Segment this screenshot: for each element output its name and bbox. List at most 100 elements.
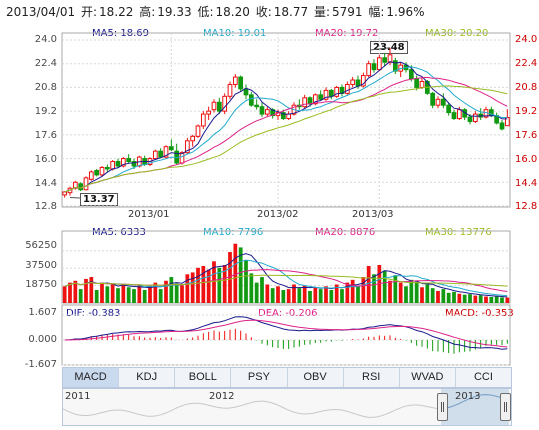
candle-body [355,79,361,87]
legend-value: -0.353 [481,308,514,319]
candlestick [478,108,484,121]
low-value: 18.20 [215,5,250,19]
candle-body [115,161,121,167]
candle-body [328,89,334,97]
candlestick [296,99,302,110]
volume-ma10-line [64,259,508,297]
navigator-left-handle[interactable] [437,393,448,421]
navigator-sparkline [63,394,511,418]
tab-wvad[interactable]: WVAD [400,368,456,387]
price-tick-left: 20.8 [34,82,57,93]
candlestick [184,137,190,155]
candle-body [499,122,505,130]
price-tick-left: 12.8 [34,201,57,212]
price-tick-left: 22.4 [34,58,57,69]
price-tick-right: 24.0 [515,34,538,45]
volume-bar [366,265,371,303]
candlestick [120,157,126,168]
price-tick-right: 14.4 [515,178,538,189]
tab-cci[interactable]: CCI [473,371,493,383]
candle-body [168,146,174,151]
candle-body [78,183,84,191]
quote-date: 2013/04/01 [6,5,76,19]
tab-kdj[interactable]: KDJ [119,368,176,387]
legend-name: MA10 [203,227,232,238]
volume-bar [217,267,222,303]
volume-bar [356,286,360,303]
candle-body [360,75,366,87]
volume-bar [420,287,424,303]
candle-body [392,60,398,72]
tab-boll[interactable]: BOLL [175,368,232,387]
volume-bar [148,286,152,303]
tab-obv[interactable]: OBV [288,368,344,387]
navigator-history-line [63,394,511,418]
change-value: 1.96% [386,5,425,19]
grip-line [441,402,442,412]
legend-name: MA20 [315,227,344,238]
legend-name: DIF [66,308,82,319]
candlestick [334,85,340,98]
grip-line [506,402,507,412]
price-tick-right: 12.8 [515,201,538,212]
tab-rsi[interactable]: RSI [344,368,400,387]
candle-body [152,150,158,160]
candlestick [350,77,356,88]
legend-value: -0.206 [285,308,318,319]
volume-bar [345,282,350,303]
volume-tick: 56250 [25,240,57,251]
candle-body [184,140,190,154]
candle-body [163,146,169,158]
candle-body [248,94,254,106]
candle-body [62,191,68,196]
navigator-selection-window[interactable] [441,389,509,425]
indicator-tab-bar: MACD KDJ BOLL PSY OBV RSI WVAD CCI [62,367,512,388]
candlestick [419,77,425,89]
x-tick-label: 2013/03 [352,209,394,220]
candle-body [307,97,313,105]
candlestick [264,106,270,118]
candle-body [259,106,265,115]
volume-bar [505,297,510,303]
open-value: 18.22 [99,5,134,19]
candlestick [163,145,169,159]
volume-bar [388,280,392,303]
volume-bar [361,277,366,303]
low-label: 低: [197,5,214,19]
candlestick [430,91,436,109]
volume-bar [468,294,472,303]
volume-bar [372,274,376,303]
high-annotation-leader [369,47,391,51]
legend-name: MA30 [425,227,454,238]
volume-bar [116,288,120,303]
volume-bar [292,284,296,303]
candle-body [408,69,414,80]
volume-bar [244,260,248,303]
macd-tick: 0.000 [28,334,57,345]
legend-value: 6333 [120,227,146,238]
candlestick [126,154,132,164]
volume-bar [276,286,280,303]
candle-body [440,98,446,106]
candlestick [499,120,505,131]
candle-body [110,161,116,170]
volume-bar [313,287,318,303]
time-navigator[interactable]: 2011 2012 2013 [62,388,512,426]
candlestick [371,59,377,73]
volume-bar [484,296,488,303]
volume-bar [185,274,190,303]
panel-frame [61,32,511,208]
ma10-line [64,66,508,193]
volume-bar [238,247,243,303]
navigator-right-handle[interactable] [500,393,511,421]
candlestick [392,57,398,75]
volume-ma30-line [64,274,508,287]
legend-value: -0.383 [88,308,121,319]
tab-macd[interactable]: MACD [63,368,120,387]
price-tick-left: 17.6 [34,130,57,141]
legend-volume-ma5: MA5: 6333 [92,227,146,238]
tab-psy[interactable]: PSY [231,368,288,387]
candle-body [83,177,89,191]
candle-body [280,112,286,120]
